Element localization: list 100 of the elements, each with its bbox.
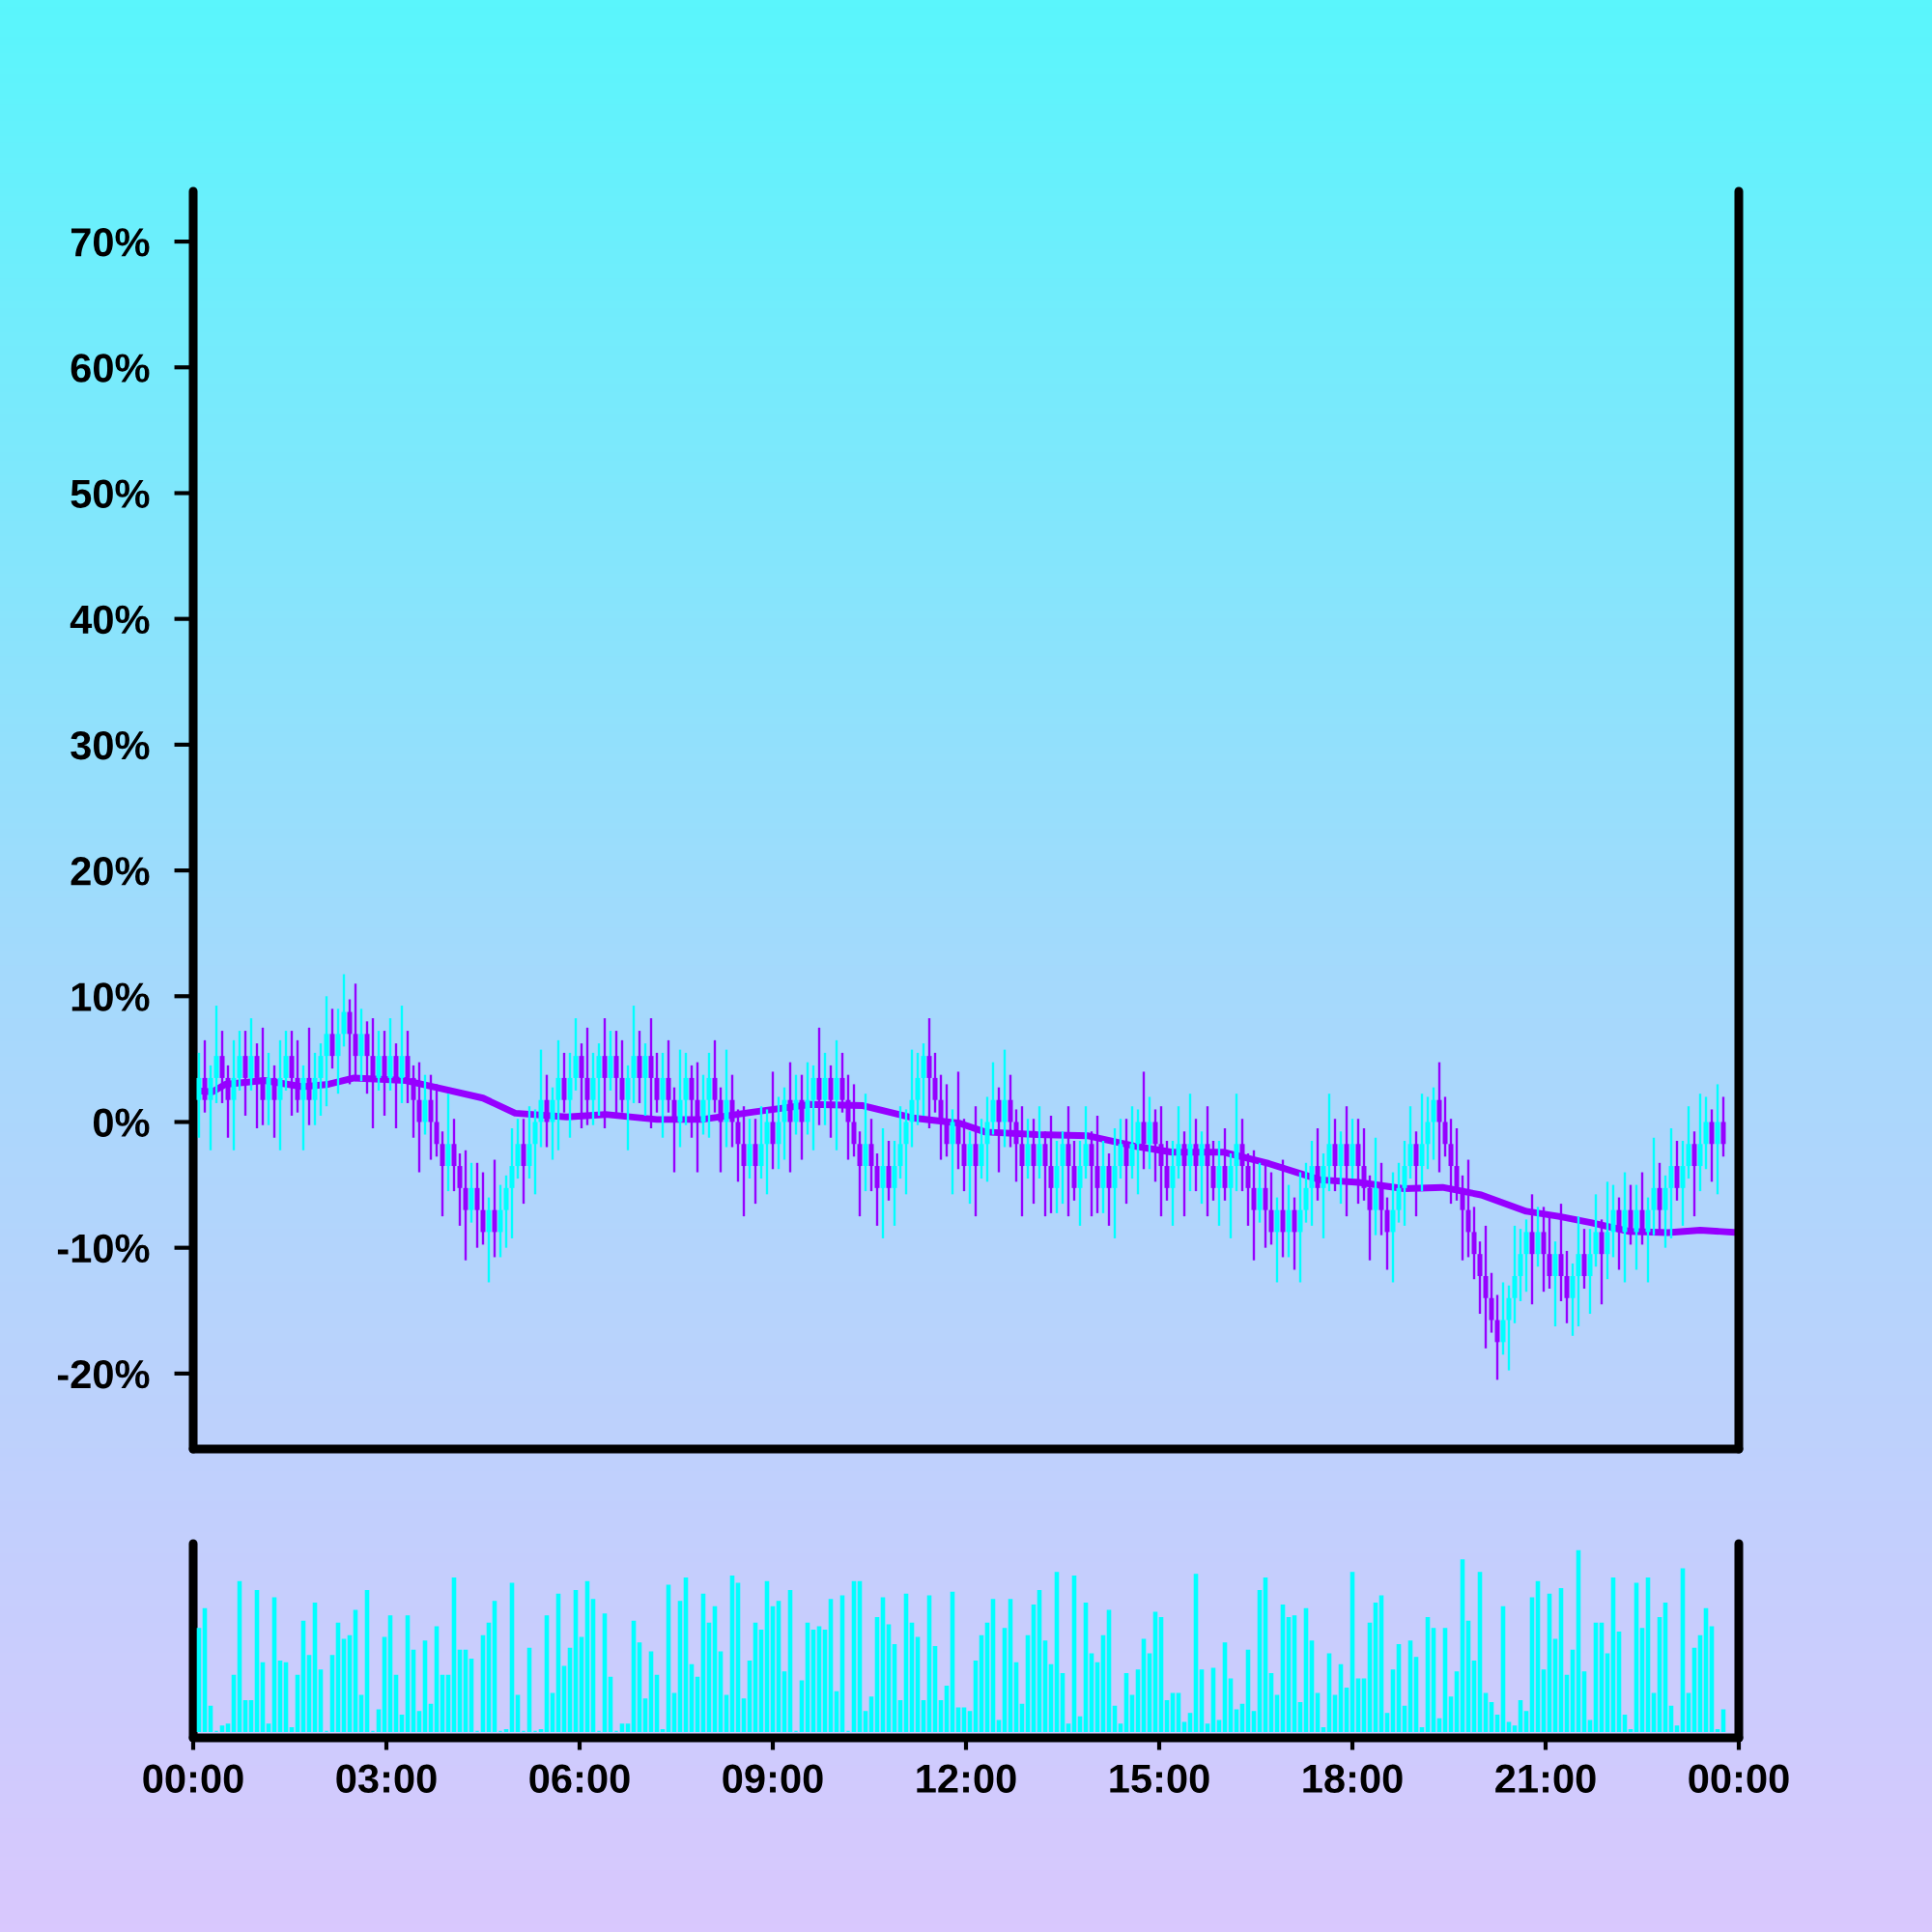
x-tick-label: 09:00 [723,1764,823,1793]
candlestick [1622,1171,1628,1284]
candlestick [1077,1139,1083,1228]
candlestick [654,1051,660,1114]
candlestick [1210,1139,1216,1203]
candlestick [642,1041,648,1118]
candlestick [497,1183,503,1259]
bar [619,1723,625,1733]
candlestick [666,1038,671,1114]
candlestick [1309,1139,1315,1228]
candlestick [1158,1105,1164,1218]
candlestick [440,1130,445,1218]
candlestick [1610,1183,1616,1259]
candlestick [1187,1093,1193,1193]
bar [225,1723,231,1733]
candlestick [1025,1118,1031,1180]
candlestick [1089,1130,1094,1218]
candlestick [1494,1293,1500,1381]
candlestick [1483,1224,1489,1350]
candlestick [637,1029,642,1105]
candlestick [324,995,329,1108]
candlestick [521,1118,526,1206]
y-tick-label: 30% [71,730,150,760]
candlestick [1576,1214,1581,1328]
candlestick [1442,1095,1448,1158]
candlestick [1170,1139,1176,1228]
candlestick [990,1061,996,1136]
candlestick [1031,1118,1037,1206]
y-tick-label: -20% [57,1359,150,1389]
candlestick [1065,1105,1071,1218]
bar [1234,1709,1239,1733]
candlestick [1083,1105,1089,1180]
candlestick [1135,1108,1141,1196]
bar [1118,1723,1123,1733]
candlestick [1228,1151,1234,1240]
candlestick [538,1048,544,1149]
candlestick [787,1061,793,1174]
y-tick-label: 50% [71,479,150,508]
candlestick [1431,1086,1436,1161]
candlestick [758,1105,764,1180]
candlestick [1332,1118,1338,1193]
candlestick [996,1086,1002,1174]
candlestick [1720,1095,1726,1158]
bar [1674,1725,1680,1733]
candlestick [1605,1180,1610,1281]
candlestick [1419,1093,1425,1193]
candlestick [683,1051,689,1126]
candlestick [1674,1139,1680,1203]
candlestick [300,1064,306,1151]
candlestick [1662,1174,1668,1249]
candlestick [376,1029,382,1093]
candlestick [892,1139,897,1228]
candlestick [1060,1130,1065,1206]
candlestick [1118,1118,1123,1180]
candlestick [1518,1227,1523,1303]
candlestick [596,1041,602,1118]
candlestick [1512,1224,1518,1324]
candlestick [1587,1227,1593,1316]
candlestick [793,1073,799,1136]
candlestick [950,1108,955,1196]
candlestick [984,1095,990,1183]
bar [863,1711,868,1733]
candlestick [805,1061,810,1136]
candlestick [857,1130,863,1218]
candlestick [1019,1105,1025,1218]
candlestick [1123,1118,1129,1206]
candlestick [886,1139,892,1203]
bar [266,1723,271,1733]
candlestick [851,1083,857,1158]
candlestick [1425,1095,1431,1171]
candlestick [463,1149,469,1262]
candlestick [1477,1239,1483,1316]
candlestick [555,1038,561,1151]
candlestick [1216,1139,1222,1228]
bar [1720,1709,1726,1733]
candlestick [741,1105,747,1218]
candlestick [1373,1136,1378,1236]
y-tick-label: 20% [71,857,150,886]
candlestick [237,1029,242,1093]
candlestick [1691,1130,1697,1218]
candlestick [550,1086,555,1161]
candlestick [1042,1130,1048,1218]
candlestick [1390,1171,1396,1284]
candlestick [283,1029,289,1093]
candlestick [1535,1206,1541,1268]
bar [1181,1721,1187,1733]
candlestick [266,1051,271,1126]
candlestick [1286,1183,1292,1259]
candlestick [1315,1126,1321,1203]
candlestick [567,1051,573,1139]
candlestick [608,1029,613,1093]
candlestick [700,1073,706,1136]
candlestick [1326,1093,1332,1193]
candlestick [747,1118,753,1180]
candlestick [335,1008,341,1095]
candlestick [903,1108,909,1196]
candlestick [1454,1126,1460,1203]
bar [1205,1723,1210,1733]
candlestick [1471,1206,1477,1281]
bar [961,1707,967,1733]
